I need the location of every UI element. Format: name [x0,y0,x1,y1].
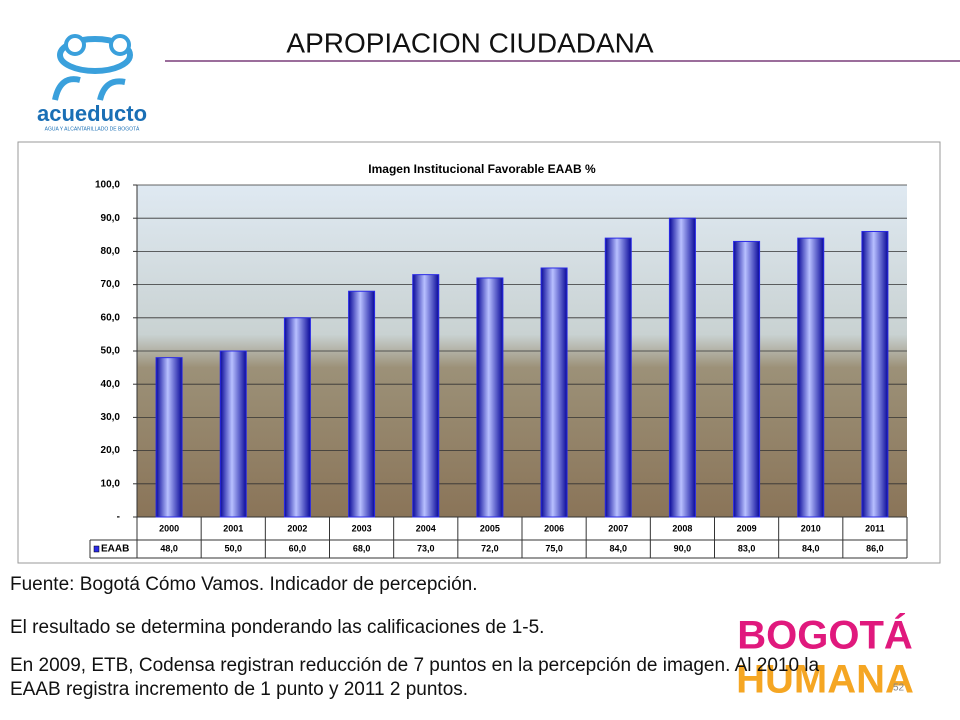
x-tick-label: 2004 [416,523,436,533]
y-tick-label: 70,0 [101,279,121,290]
data-label: 60,0 [289,543,307,553]
x-tick-label: 2005 [480,523,500,533]
data-label: 50,0 [224,543,242,553]
bar [476,277,504,518]
y-tick-label: 20,0 [101,445,121,456]
y-tick-label: 50,0 [101,346,121,357]
logo-tagline: AGUA Y ALCANTARILLADO DE BOGOTÁ [45,125,140,132]
logo-bogota: BOGOTÁ HUMANA [736,610,914,705]
note: Fuente: Bogotá Cómo Vamos. Indicador de … [10,574,478,595]
logo-line1: BOGOTÁ [737,613,913,658]
x-tick-label: 2003 [352,523,372,533]
note: El resultado se determina ponderando las… [10,617,545,638]
legend-label: EAAB [101,544,129,555]
legend-swatch [93,545,100,553]
data-label: 48,0 [160,543,178,553]
bar [283,317,311,518]
bar [604,237,632,518]
bar [348,290,376,518]
data-label: 86,0 [866,543,884,553]
x-tick-label: 2008 [672,523,692,533]
logo-line2: HUMANA [736,658,914,702]
y-tick-label: 30,0 [101,412,121,423]
y-tick-label: 40,0 [101,379,121,390]
logo-acueducto: acueducto AGUA Y ALCANTARILLADO DE BOGOT… [37,34,147,132]
bar [219,350,247,518]
x-tick-label: 2002 [287,523,307,533]
data-label: 72,0 [481,543,499,553]
bar [412,274,440,518]
x-tick-label: 2007 [608,523,628,533]
x-tick-label: 2009 [737,523,757,533]
y-tick-label: 80,0 [101,246,121,257]
data-label: 75,0 [545,543,563,553]
bar [668,217,696,518]
y-tick-label: 10,0 [101,478,121,489]
note: En 2009, ETB, Codensa registran reducció… [10,655,820,700]
data-label: 68,0 [353,543,371,553]
bar [797,237,825,518]
data-label: 84,0 [609,543,627,553]
x-tick-label: 2010 [801,523,821,533]
data-label: 83,0 [738,543,756,553]
chart-title: Imagen Institucional Favorable EAAB % [368,162,596,176]
bar [155,357,183,518]
page-number: 52 [893,683,905,694]
slide-title: APROPIACION CIUDADANA [286,27,653,58]
y-tick-label: 90,0 [101,213,121,224]
data-label: 84,0 [802,543,820,553]
logo-name: acueducto [37,101,147,126]
bar [540,267,568,518]
x-tick-label: 2001 [223,523,243,533]
bar [861,230,889,518]
data-label: 73,0 [417,543,435,553]
y-tick-label: 100,0 [95,180,120,191]
y-tick-label: 60,0 [101,312,121,323]
y-tick-label: - [117,512,120,523]
data-label: 90,0 [674,543,692,553]
bar [733,240,761,518]
x-tick-label: 2000 [159,523,179,533]
x-tick-label: 2006 [544,523,564,533]
x-tick-label: 2011 [865,523,885,533]
